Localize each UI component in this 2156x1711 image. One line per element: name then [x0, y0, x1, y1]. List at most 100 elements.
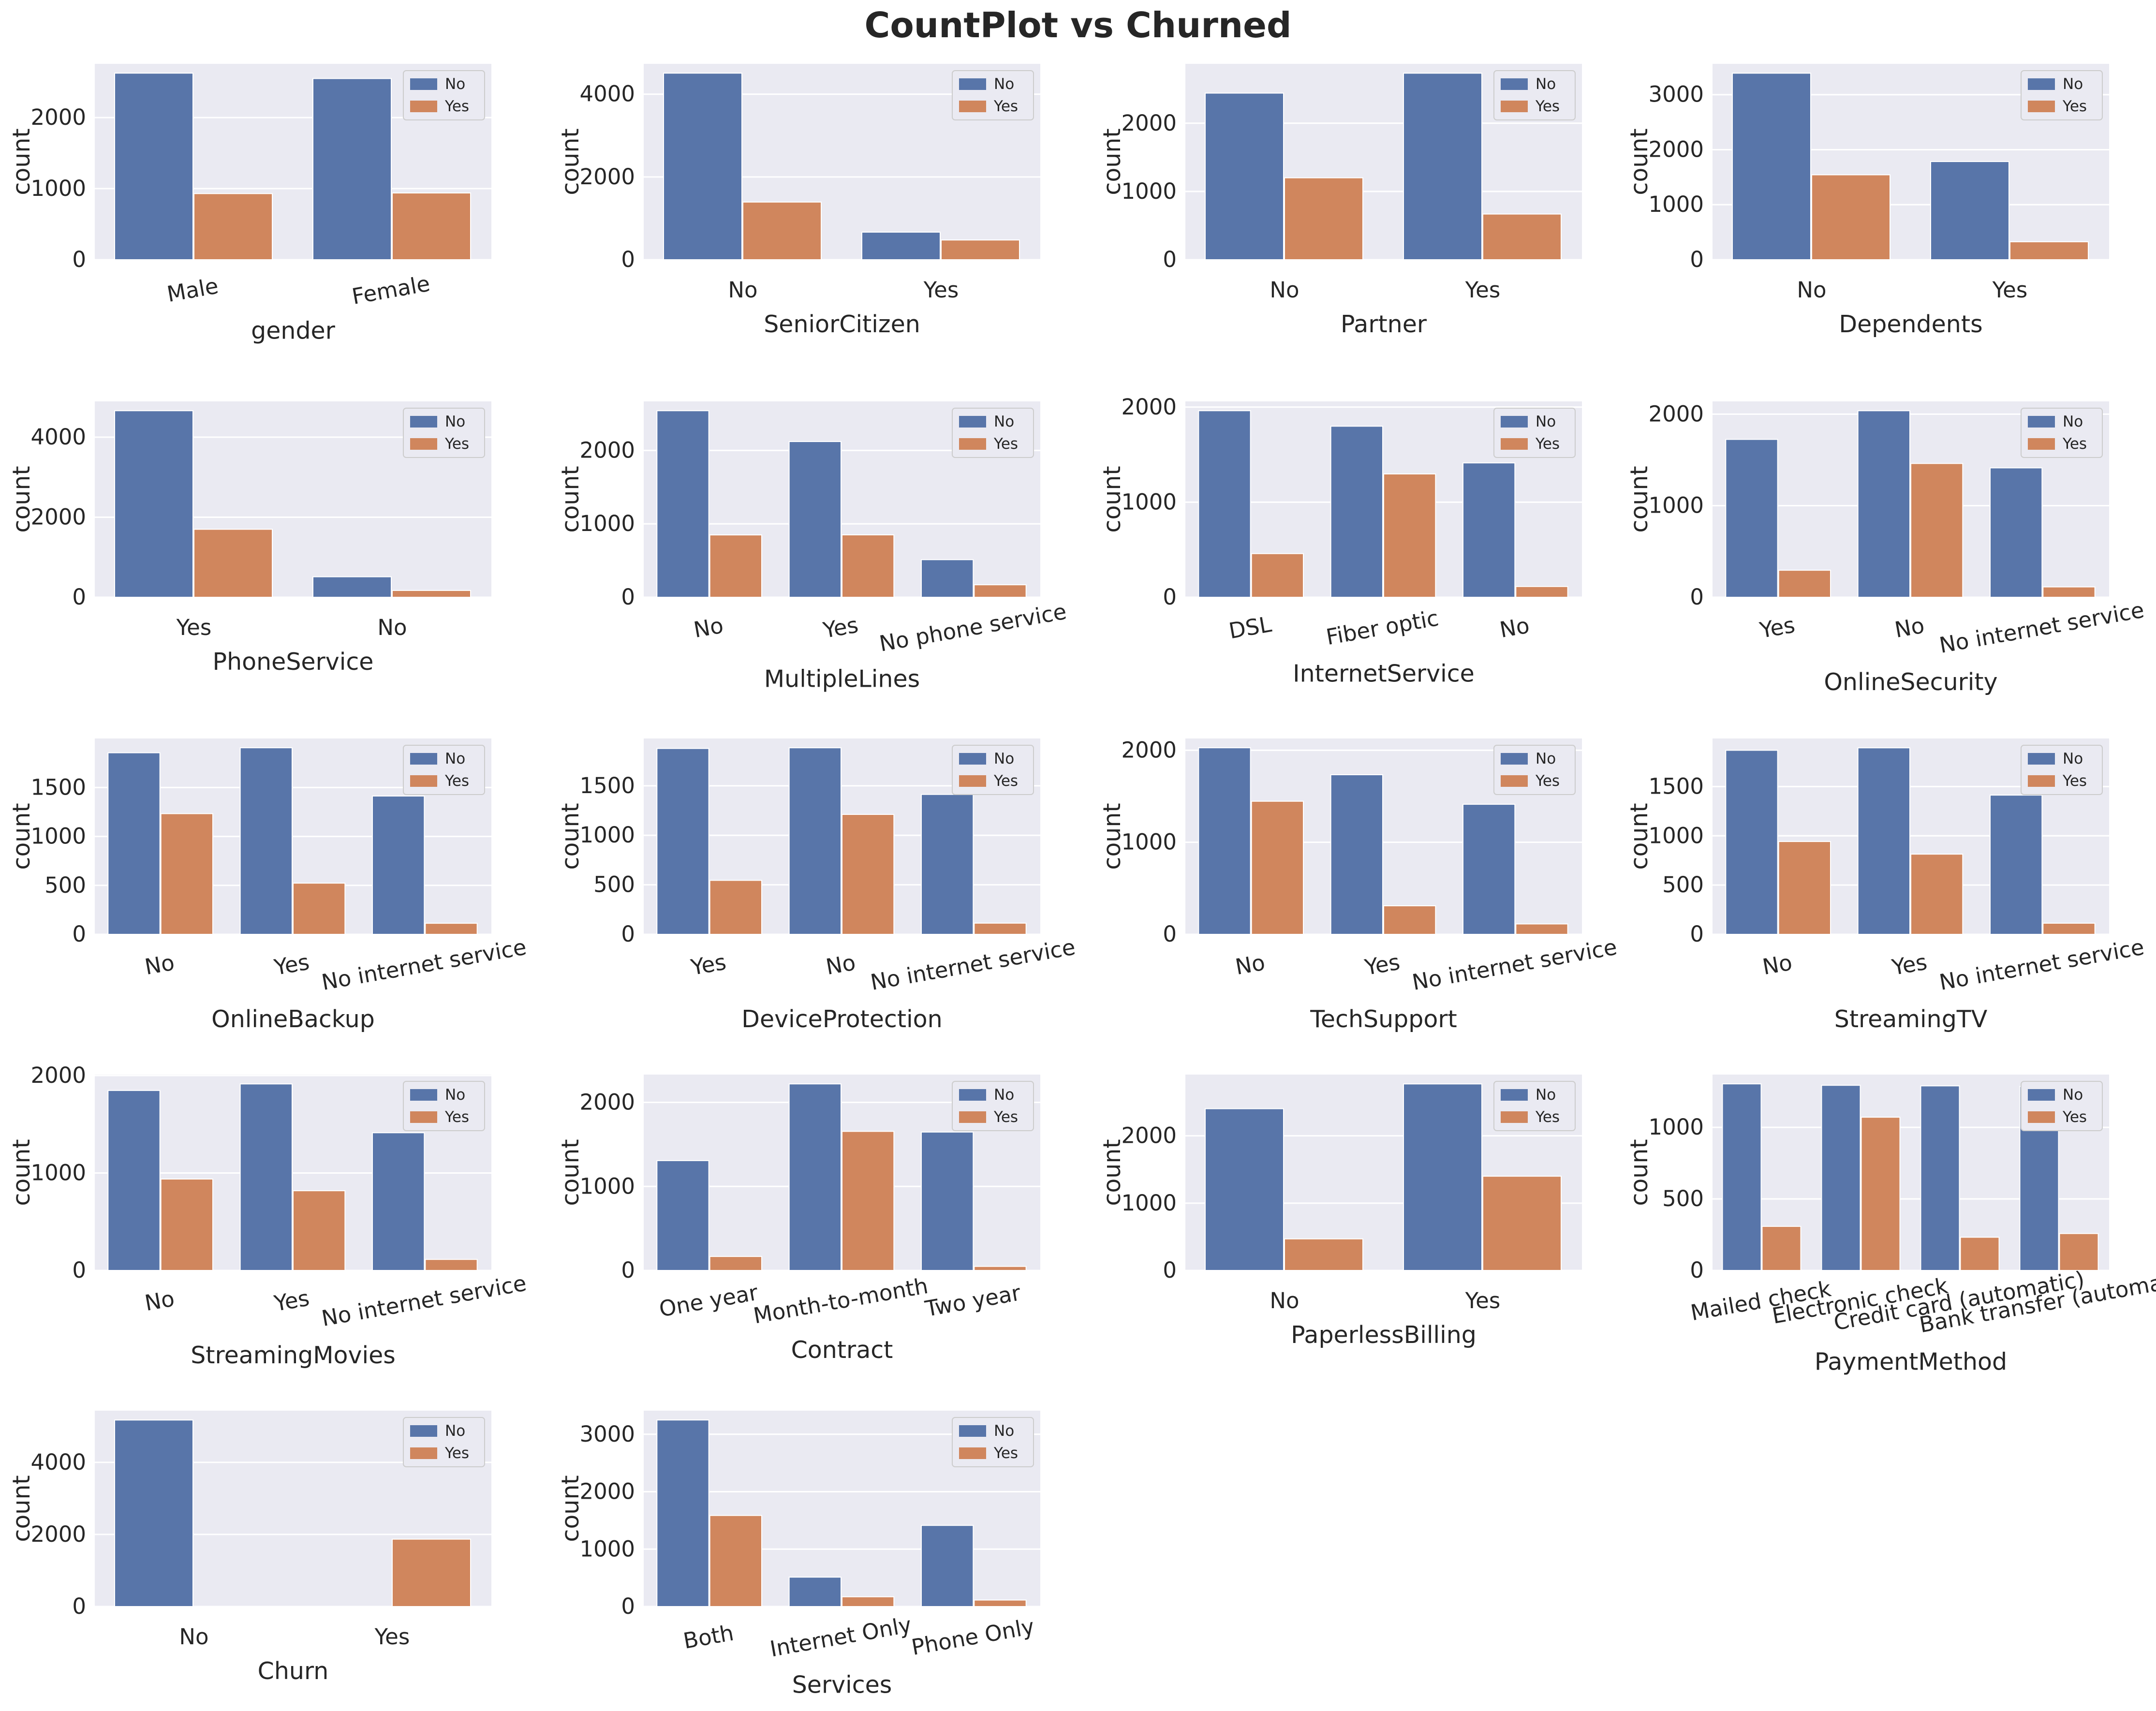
y-tick-label: 0: [1690, 584, 1704, 610]
x-axis-label: OnlineBackup: [211, 1005, 375, 1033]
x-tick-label: Phone Only: [910, 1613, 1036, 1660]
bar-yes-2: [2042, 922, 2096, 935]
x-tick-label: DSL: [1227, 611, 1273, 644]
legend-label-yes: Yes: [444, 772, 469, 790]
y-tick-label: 1000: [1648, 823, 1704, 848]
x-axis-label: PhoneService: [213, 648, 374, 676]
legend: No Yes: [403, 1417, 485, 1467]
bar-yes-2: [2042, 586, 2096, 598]
bar-yes-0: [709, 1256, 762, 1271]
legend-label-yes: Yes: [2062, 98, 2087, 115]
y-tick-label: 1000: [1648, 493, 1704, 518]
bar-yes-0: [193, 193, 273, 260]
legend-box: [403, 1417, 485, 1467]
y-axis-label: count: [8, 803, 35, 870]
y-axis-label: count: [557, 128, 584, 195]
x-tick-label: No phone service: [877, 599, 1068, 657]
x-tick-label: No: [1270, 1288, 1299, 1313]
bar-yes-1: [293, 883, 346, 935]
x-axis-label: Dependents: [1839, 310, 1982, 338]
bar-no-2: [921, 559, 974, 598]
legend: No Yes: [952, 1417, 1034, 1467]
legend: No Yes: [952, 745, 1034, 795]
legend-box: [403, 745, 485, 795]
y-axis-label: count: [1625, 128, 1653, 195]
bar-yes-1: [1482, 213, 1562, 261]
legend-label-yes: Yes: [2062, 772, 2087, 790]
x-tick-label: Yes: [1465, 277, 1501, 303]
bar-no-2: [921, 794, 974, 935]
bar-yes-0: [1284, 177, 1363, 260]
y-tick-label: 500: [593, 872, 635, 898]
bar-no-0: [1198, 747, 1251, 935]
legend-label-no: No: [445, 1422, 465, 1440]
subplot-Dependents: 0 1000 2000 3000 No Yes Dependents count No Yes: [1625, 64, 2109, 338]
bar-yes-0: [1284, 1238, 1363, 1271]
bar-yes-1: [1482, 1176, 1562, 1271]
x-tick-label: One year: [657, 1280, 760, 1322]
x-tick-label: Yes: [689, 949, 728, 980]
legend-box: [1493, 745, 1576, 795]
bar-yes-2: [1515, 923, 1568, 935]
bar-yes-0: [160, 1179, 213, 1271]
y-tick-label: 1500: [579, 773, 635, 798]
x-tick-label: Yes: [1465, 1288, 1501, 1313]
legend-label-yes: Yes: [2062, 1108, 2087, 1126]
y-tick-label: 500: [1662, 1186, 1704, 1211]
legend-label-yes: Yes: [993, 772, 1018, 790]
subplot-gender: 0 1000 2000 Male Female gender count No Yes: [8, 64, 491, 344]
bar-yes-1: [1910, 854, 1964, 935]
bar-no-0: [663, 73, 742, 260]
y-axis-label: count: [1098, 128, 1126, 195]
legend-swatch-yes: [410, 1111, 437, 1123]
y-tick-label: 2000: [579, 1479, 635, 1504]
legend-label-no: No: [1536, 413, 1556, 430]
bar-yes-1: [392, 590, 471, 598]
y-axis-label: count: [557, 1475, 584, 1542]
legend-label-yes: Yes: [1535, 772, 1560, 790]
y-axis-label: count: [8, 1139, 35, 1206]
x-tick-label: No: [1233, 949, 1267, 980]
x-tick-label: No: [1797, 277, 1826, 303]
bar-yes-0: [709, 880, 762, 935]
x-tick-label: Yes: [374, 1624, 410, 1650]
bar-yes-0: [193, 529, 273, 598]
legend-box: [2021, 1081, 2103, 1131]
y-tick-label: 3000: [1648, 82, 1704, 107]
y-tick-label: 0: [621, 247, 635, 272]
y-tick-label: 0: [621, 1593, 635, 1619]
legend-swatch-yes: [959, 101, 986, 112]
y-tick-label: 2000: [1121, 394, 1177, 420]
legend-box: [2021, 408, 2103, 458]
legend-swatch-yes: [959, 438, 986, 450]
legend-label-yes: Yes: [993, 98, 1018, 115]
legend-swatch-no: [410, 753, 437, 765]
bar-yes-2: [1960, 1237, 2000, 1271]
bar-no-1: [1403, 73, 1482, 260]
x-tick-label: Two year: [923, 1280, 1023, 1322]
legend-label-no: No: [2063, 750, 2083, 767]
bar-yes-1: [293, 1190, 346, 1271]
bar-no-2: [372, 1132, 425, 1271]
x-axis-label: SeniorCitizen: [764, 310, 920, 338]
y-tick-label: 1000: [1121, 1190, 1177, 1216]
bar-no-0: [1722, 1083, 1762, 1271]
x-tick-label: No: [728, 277, 757, 303]
y-tick-label: 3000: [579, 1421, 635, 1447]
y-tick-label: 2000: [1121, 110, 1177, 136]
legend-swatch-no: [1501, 753, 1528, 765]
bar-no-0: [1205, 1108, 1284, 1271]
legend-label-yes: Yes: [444, 1108, 469, 1126]
y-tick-label: 0: [1163, 1257, 1177, 1283]
legend-swatch-yes: [1501, 101, 1528, 112]
legend-swatch-no: [410, 1425, 437, 1437]
y-tick-label: 2000: [1648, 136, 1704, 162]
legend-label-no: No: [445, 413, 465, 430]
legend-swatch-no: [959, 1425, 986, 1437]
y-tick-label: 1500: [30, 774, 86, 800]
legend-label-no: No: [2063, 1086, 2083, 1104]
x-tick-label: No: [692, 612, 725, 643]
